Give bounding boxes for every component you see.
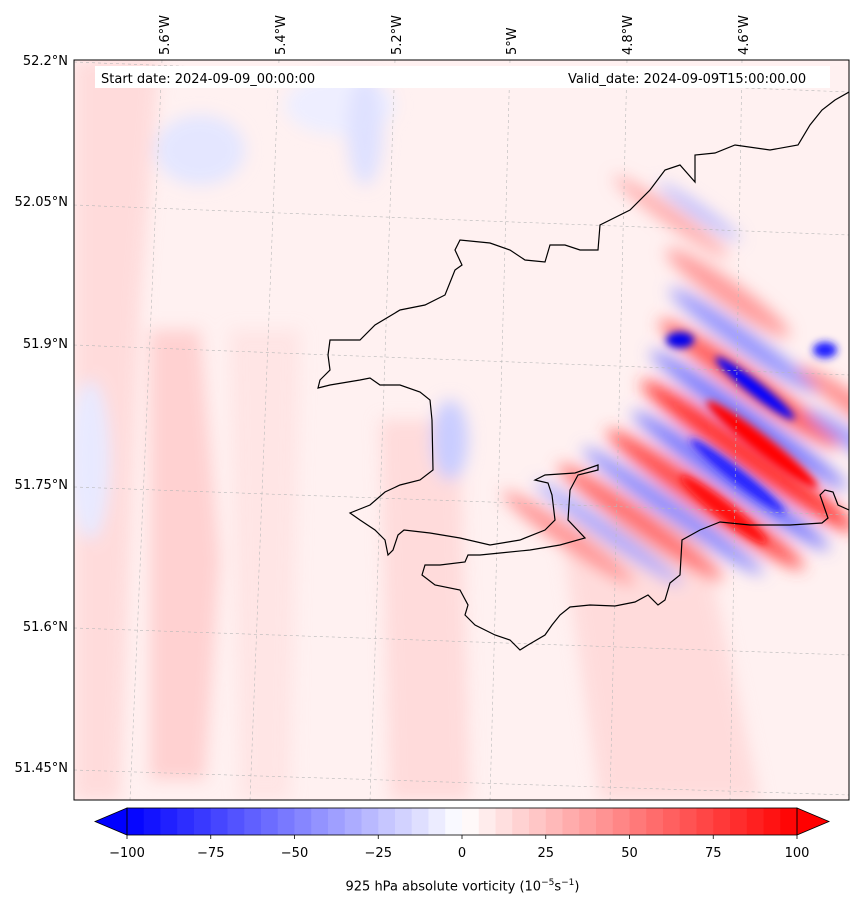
colorbar-max-extension xyxy=(796,807,831,836)
colorbar-segment xyxy=(763,808,781,835)
colorbar-segment xyxy=(160,808,178,835)
colorbar-tick-label: 0 xyxy=(458,846,466,861)
colorbar-segment xyxy=(127,808,145,835)
lon-tick: 4.6°W xyxy=(737,15,752,55)
colorbar-segment xyxy=(612,808,631,835)
colorbar-segment xyxy=(545,808,564,835)
map-frame xyxy=(73,59,850,801)
colorbar-tick-label: −25 xyxy=(365,846,392,861)
colorbar-segment xyxy=(462,808,480,835)
lon-tick: 5.4°W xyxy=(274,15,289,55)
colorbar-segment xyxy=(378,808,396,835)
colorbar-segment xyxy=(629,808,647,835)
lat-tick-labels: 52.2°N 52.05°N 51.9°N 51.75°N 51.6°N 51.… xyxy=(15,54,68,776)
colorbar-segment xyxy=(596,808,614,835)
colorbar-segment xyxy=(311,808,329,835)
colorbar-segment xyxy=(512,808,530,835)
vorticity-strong-cores xyxy=(666,332,837,545)
colorbar-tick-label: 50 xyxy=(621,846,638,861)
start-date-label: Start date: 2024-09-09_00:00:00 xyxy=(101,72,315,87)
colorbar: −100 −75 −50 −25 0 25 50 75 100 xyxy=(93,807,831,861)
colorbar-segment xyxy=(529,808,547,835)
colorbar-segment xyxy=(177,808,195,835)
colorbar-segment xyxy=(328,808,346,835)
colorbar-segment xyxy=(730,808,748,835)
colorbar-segment xyxy=(194,808,212,835)
colorbar-segment xyxy=(428,808,446,835)
colorbar-segment xyxy=(478,808,497,835)
colorbar-segment xyxy=(361,808,379,835)
colorbar-segment xyxy=(663,808,681,835)
colorbar-segment xyxy=(210,808,229,835)
colorbar-segment xyxy=(395,808,413,835)
colorbar-segment xyxy=(227,808,245,835)
lat-tick: 51.6°N xyxy=(23,620,68,635)
colorbar-segment xyxy=(143,808,162,835)
colorbar-ticks: −100 −75 −50 −25 0 25 50 75 100 xyxy=(109,835,809,861)
colorbar-segment xyxy=(562,808,580,835)
lat-tick: 51.45°N xyxy=(15,761,68,776)
colorbar-segment xyxy=(344,808,363,835)
lon-tick: 5°W xyxy=(505,27,520,55)
colorbar-segment xyxy=(294,808,312,835)
lat-tick: 51.9°N xyxy=(23,337,68,352)
colorbar-title: 925 hPa absolute vorticity (10−5s−1) xyxy=(345,878,580,895)
colorbar-segment xyxy=(445,808,463,835)
colorbar-segment xyxy=(579,808,597,835)
lat-tick: 52.05°N xyxy=(15,195,68,210)
colorbar-segment xyxy=(646,808,664,835)
header-box xyxy=(95,66,830,88)
colorbar-segment xyxy=(261,808,279,835)
colorbar-segment xyxy=(277,808,296,835)
coastline xyxy=(317,91,849,651)
colorbar-min-extension xyxy=(93,807,128,836)
colorbar-segment xyxy=(780,808,798,835)
valid-date-label: Valid_date: 2024-09-09T15:00:00.00 xyxy=(568,72,806,87)
lat-tick: 51.75°N xyxy=(15,478,68,493)
colorbar-segment xyxy=(696,808,714,835)
colorbar-tick-label: −75 xyxy=(197,846,224,861)
colorbar-tick-label: 25 xyxy=(537,846,554,861)
colorbar-tick-label: 100 xyxy=(785,846,810,861)
colorbar-segment xyxy=(244,808,262,835)
colorbar-segment xyxy=(495,808,513,835)
colorbar-segment xyxy=(713,808,731,835)
lon-tick: 5.2°W xyxy=(390,15,405,55)
colorbar-segment xyxy=(411,808,430,835)
lat-tick: 52.2°N xyxy=(23,54,68,69)
colorbar-segment xyxy=(679,808,698,835)
colorbar-tick-label: −100 xyxy=(109,846,145,861)
lon-tick-labels: 5.6°W 5.4°W 5.2°W 5°W 4.8°W 4.6°W xyxy=(158,15,752,55)
lon-tick: 4.8°W xyxy=(621,15,636,55)
map-panel xyxy=(74,60,849,800)
colorbar-blocks xyxy=(127,808,798,835)
colorbar-tick-label: −50 xyxy=(281,846,308,861)
colorbar-segment xyxy=(746,808,765,835)
colorbar-tick-label: 75 xyxy=(705,846,722,861)
lon-tick: 5.6°W xyxy=(158,15,173,55)
